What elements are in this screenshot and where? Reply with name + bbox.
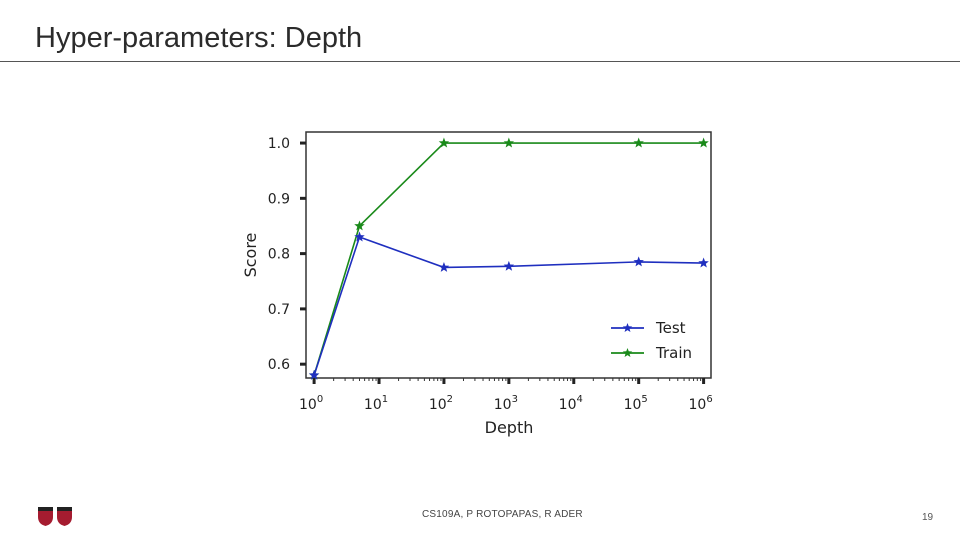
slide-title: Hyper-parameters: Depth	[35, 22, 363, 54]
plot-frame	[305, 131, 712, 379]
x-tick-label: 104	[559, 394, 583, 413]
x-tick-label: 102	[429, 394, 453, 413]
y-tick-label: 0.6	[268, 357, 290, 373]
x-tick-label: 103	[494, 394, 518, 413]
x-axis-label: Depth	[485, 418, 534, 437]
legend-label-test: Test	[655, 319, 686, 337]
data-point-test	[503, 260, 515, 271]
legend-swatch-marker	[622, 348, 633, 358]
x-tick-label: 105	[624, 394, 648, 413]
x-axis: 100 101 102 103 104 105 106	[299, 378, 713, 413]
data-point-test	[633, 256, 644, 267]
legend-swatch-marker	[622, 323, 633, 333]
legend-label-train: Train	[655, 344, 692, 362]
y-tick-label: 1.0	[268, 136, 290, 152]
harvard-logo	[38, 507, 72, 526]
data-point-test	[698, 257, 709, 268]
legend: Test Train	[611, 319, 692, 362]
data-point-train	[633, 137, 644, 148]
page-number: 19	[922, 512, 934, 523]
y-tick-label: 0.7	[268, 302, 290, 318]
y-axis-label: Score	[241, 233, 260, 278]
x-tick-label: 106	[689, 394, 713, 413]
footer-course: CS109A, P ROTOPAPAS, R ADER	[422, 509, 583, 520]
data-point-test	[438, 261, 450, 272]
data-point-train	[698, 137, 709, 148]
x-tick-label: 100	[299, 394, 323, 413]
series-line-train	[313, 142, 704, 376]
data-point-train	[354, 220, 365, 231]
y-axis: 0.6 0.7 0.8 0.9 1.0	[268, 136, 306, 373]
series-line-test	[313, 235, 704, 376]
y-tick-label: 0.9	[268, 191, 290, 207]
y-tick-label: 0.8	[268, 247, 290, 263]
title-divider	[0, 61, 960, 62]
data-point-train	[503, 137, 515, 148]
x-tick-label: 101	[364, 394, 388, 413]
series-layer	[308, 137, 709, 380]
data-point-train	[438, 137, 450, 148]
data-point-test	[308, 369, 320, 380]
data-point-test	[354, 231, 365, 242]
